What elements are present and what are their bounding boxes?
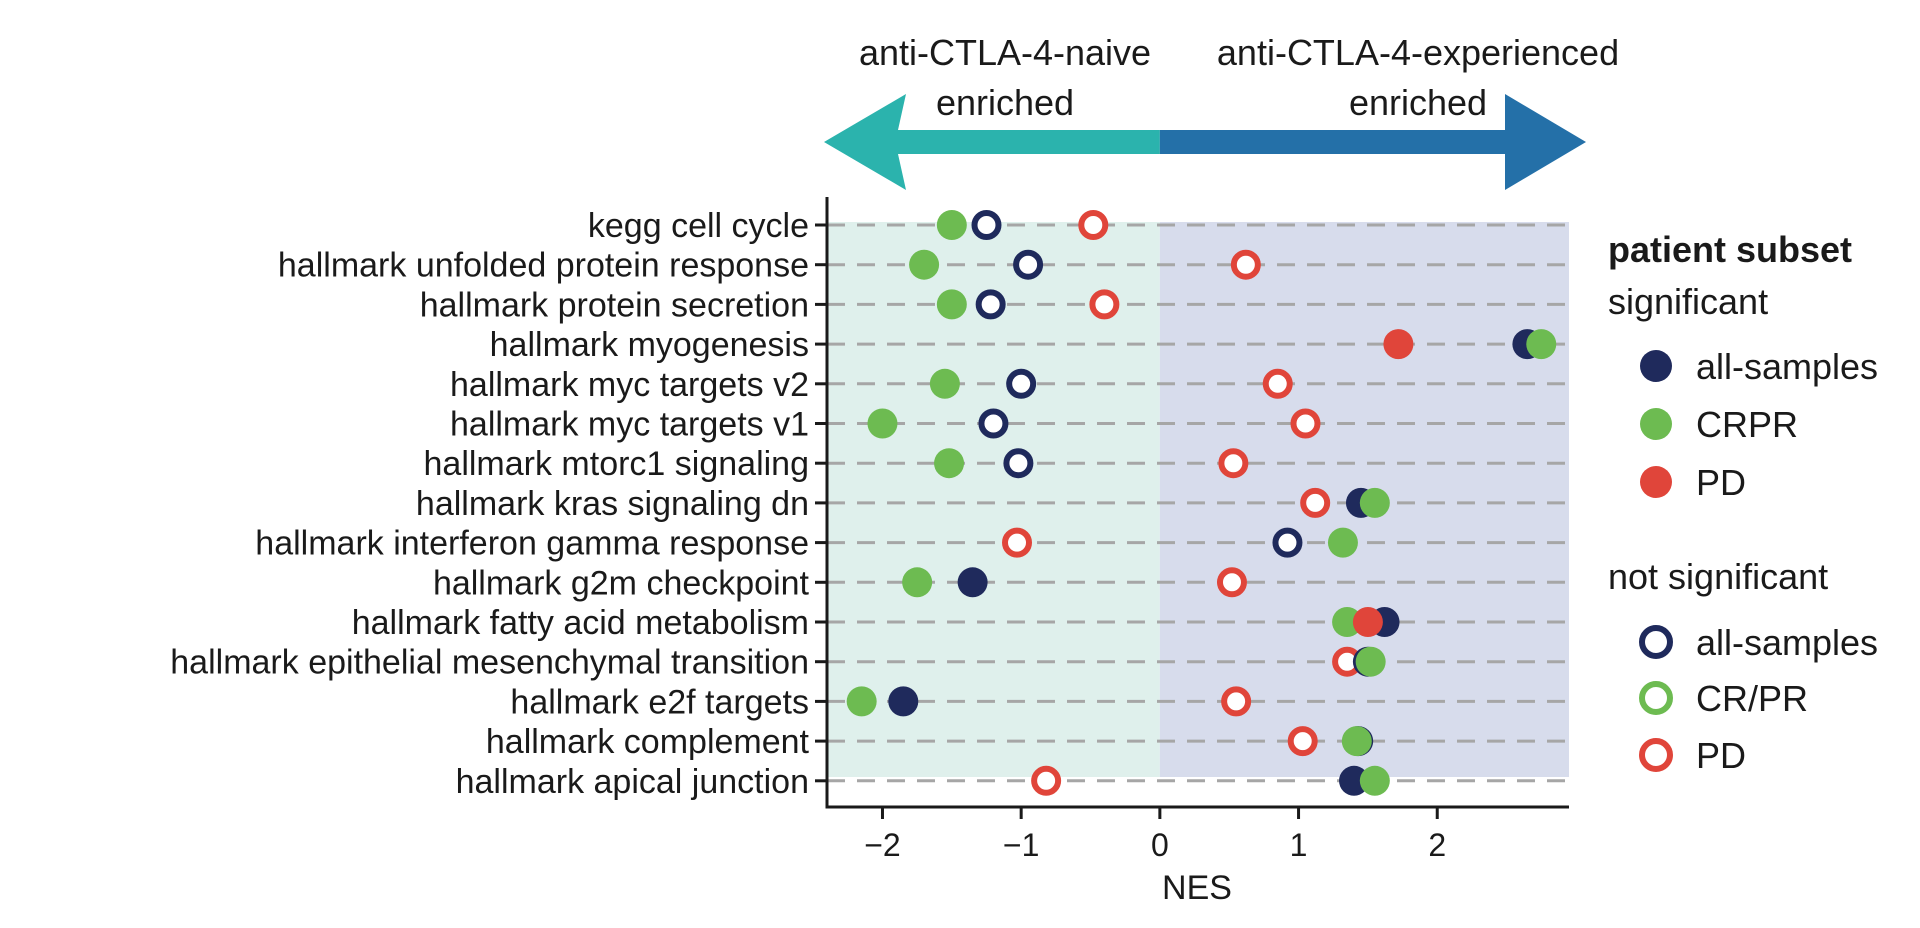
legend-symbol-significant	[1640, 466, 1672, 498]
point-pd	[1078, 210, 1109, 240]
row-label: hallmark complement	[486, 723, 810, 761]
legend-label-significant: PD	[1696, 462, 1746, 503]
x-axis-title: NES	[1162, 869, 1232, 907]
point-crpr	[1332, 607, 1363, 637]
row-label: hallmark g2m checkpoint	[433, 564, 810, 602]
point-all-samples	[975, 289, 1006, 320]
header-left-line2: enriched	[936, 82, 1074, 123]
point-pd	[1262, 368, 1293, 399]
x-tick-label: 0	[1151, 827, 1169, 863]
row-label: hallmark epithelial mesenchymal transiti…	[170, 644, 809, 682]
point-pd	[1031, 765, 1062, 796]
data-points	[846, 210, 1557, 796]
point-pd	[1002, 527, 1033, 558]
point-crpr	[1341, 726, 1372, 757]
row-label: hallmark kras signaling dn	[416, 485, 809, 523]
point-all-samples	[1339, 765, 1370, 796]
legend-not-significant-heading: not significant	[1608, 556, 1828, 597]
point-crpr	[936, 289, 967, 320]
row-label: hallmark interferon gamma response	[255, 525, 809, 563]
point-crpr	[936, 210, 967, 240]
legend-title: patient subset	[1608, 229, 1852, 270]
point-crpr	[934, 448, 965, 479]
point-crpr	[929, 368, 960, 399]
axes	[825, 197, 1569, 809]
x-tick-label: 1	[1290, 827, 1308, 863]
row-label: kegg cell cycle	[588, 207, 809, 245]
row-label: hallmark fatty acid metabolism	[352, 604, 809, 642]
legend-items: all-samples CRPR PD all-samples CR/PR PD	[1639, 346, 1878, 776]
legend-label-not-significant: CR/PR	[1696, 678, 1808, 719]
row-label: hallmark apical junction	[456, 763, 809, 801]
point-pd	[1089, 289, 1120, 320]
x-tick-label: 2	[1428, 827, 1446, 863]
legend-label-not-significant: all-samples	[1696, 622, 1878, 663]
point-crpr	[867, 408, 898, 439]
legend-significant-heading: significant	[1608, 281, 1768, 322]
point-all-samples	[978, 408, 1009, 439]
x-ticks: −2 −1 0 1 2	[864, 807, 1446, 863]
row-label: hallmark unfolded protein response	[278, 247, 809, 285]
point-crpr	[902, 567, 933, 598]
point-all-samples	[957, 567, 988, 598]
point-all-samples	[1013, 249, 1044, 280]
point-pd	[1230, 249, 1261, 280]
point-all-samples	[1272, 527, 1303, 558]
legend-symbol-not-significant	[1639, 738, 1673, 772]
point-crpr	[1355, 646, 1386, 677]
experienced-enriched-arrow	[1159, 94, 1586, 190]
point-pd	[1221, 686, 1252, 717]
row-label: hallmark protein secretion	[420, 286, 809, 324]
legend-symbol-not-significant	[1639, 625, 1673, 659]
point-pd	[1352, 607, 1383, 637]
enrichment-header: anti-CTLA-4-naive enriched anti-CTLA-4-e…	[824, 32, 1619, 190]
legend-label-significant: all-samples	[1696, 346, 1878, 387]
legend-label-significant: CRPR	[1696, 404, 1798, 445]
row-label: hallmark myc targets v2	[450, 366, 809, 404]
x-tick-label: −1	[1003, 827, 1039, 863]
legend-symbol-significant	[1640, 408, 1672, 440]
legend: patient subset significant not significa…	[1608, 229, 1878, 776]
row-label: hallmark myc targets v1	[450, 406, 809, 444]
x-tick-label: −2	[864, 827, 900, 863]
header-left-line1: anti-CTLA-4-naive	[859, 32, 1151, 73]
header-right-line1: anti-CTLA-4-experienced	[1217, 32, 1619, 73]
header-right-line2: enriched	[1349, 82, 1487, 123]
point-pd	[1383, 329, 1414, 360]
point-pd	[1287, 726, 1318, 757]
point-all-samples	[888, 686, 919, 717]
point-crpr	[1359, 765, 1390, 796]
naive-enriched-arrow	[824, 94, 1160, 190]
point-pd	[1290, 408, 1321, 439]
point-pd	[1216, 567, 1247, 598]
row-label: hallmark e2f targets	[510, 683, 809, 721]
point-all-samples	[1003, 448, 1034, 479]
point-crpr	[1327, 527, 1358, 558]
point-pd	[1218, 448, 1249, 479]
row-label: hallmark myogenesis	[490, 326, 809, 364]
point-crpr	[909, 249, 940, 280]
point-crpr	[846, 686, 877, 717]
point-crpr	[1359, 487, 1390, 518]
legend-symbol-not-significant	[1639, 681, 1673, 715]
point-all-samples	[1006, 368, 1037, 399]
legend-label-not-significant: PD	[1696, 735, 1746, 776]
point-crpr	[1526, 329, 1557, 360]
legend-symbol-significant	[1640, 350, 1672, 382]
point-pd	[1300, 487, 1331, 518]
point-all-samples	[971, 210, 1002, 240]
row-label: hallmark mtorc1 signaling	[424, 445, 810, 483]
